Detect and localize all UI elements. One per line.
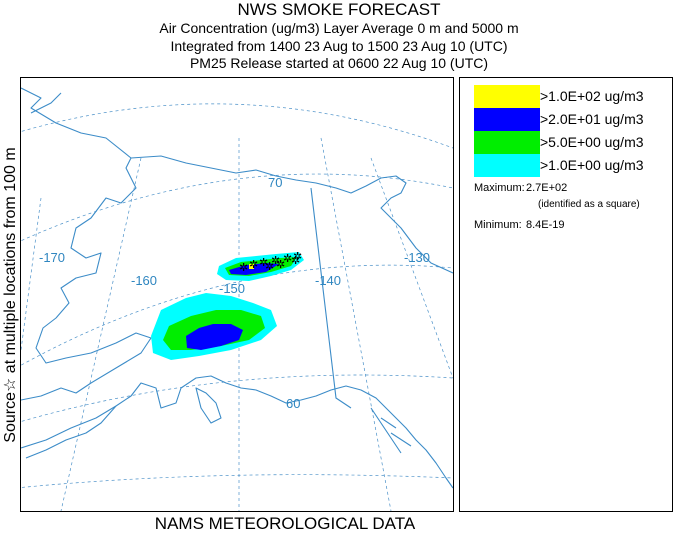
source-marker: ✲ (259, 256, 268, 269)
lon-line-140 (320, 137, 392, 511)
source-marker: ✲ (283, 252, 292, 265)
gulf-coast (21, 375, 453, 489)
source-marker: ✲ (265, 260, 274, 273)
source-marker: ✲ (249, 258, 258, 271)
lon-label-130: -130 (404, 250, 430, 265)
forecast-title: NWS SMOKE FORECAST (237, 0, 441, 19)
legend-label-5: >5.0E+00 ug/m3 (540, 134, 644, 150)
smoke-plume-north (217, 252, 304, 281)
minimum-label: Minimum: (474, 219, 522, 231)
grid-labels: -170 -160 -150 -140 -130 70 60 (39, 175, 430, 411)
lat-label-70: 70 (268, 175, 282, 190)
lon-line-165 (60, 157, 142, 511)
maximum-label: Maximum: (474, 182, 525, 194)
map-canvas: -170 -160 -150 -140 -130 70 60 ✲ ✲ ✲ ✲ (21, 87, 453, 511)
legend-swatch-green (474, 131, 540, 154)
lat-line-65 (21, 264, 453, 366)
legend-label-20: >2.0E+01 ug/m3 (540, 111, 644, 127)
source-markers: ✲ ✲ ✲ ✲ ✲ ✲ ✲ ✲ ✲ (239, 250, 302, 274)
lon-label-160: -160 (131, 273, 157, 288)
lat-label-60: 60 (286, 396, 300, 411)
arctic-coast (130, 155, 453, 274)
legend-label-1: >1.0E+00 ug/m3 (540, 157, 644, 173)
smoke-plume-south (151, 293, 277, 360)
source-marker: ✲ (239, 261, 248, 274)
source-marker: ✲ (271, 254, 280, 267)
maximum-value: 2.7E+02 (526, 182, 568, 194)
legend-swatch-yellow (474, 85, 540, 108)
alaska-west-coast (21, 87, 152, 401)
legend-swatch-cyan (474, 154, 540, 177)
legend-label-100: >1.0E+02 ug/m3 (540, 88, 644, 104)
russia-coast (30, 92, 62, 114)
lon-label-140: -140 (315, 273, 341, 288)
lon-label-150: -150 (219, 281, 245, 296)
alaska-peninsula (25, 405, 117, 459)
source-marker: ✲ (276, 258, 285, 271)
lon-line-175 (21, 197, 42, 353)
legend-swatch-blue (474, 108, 540, 131)
lat-line-70 (21, 173, 453, 242)
maximum-square (249, 264, 254, 269)
maximum-note: (identified as a square) (538, 199, 640, 210)
minimum-value: 8.4E-19 (526, 219, 565, 231)
release-time: PM25 Release started at 0600 22 Aug 10 (… (189, 55, 489, 71)
smoke-map: -170 -160 -150 -140 -130 70 60 ✲ ✲ ✲ ✲ (20, 77, 454, 512)
legend-panel: >1.0E+02 ug/m3 >2.0E+01 ug/m3 >5.0E+00 u… (459, 77, 673, 512)
panhandle-islands (370, 407, 412, 454)
coastlines (21, 87, 453, 489)
source-marker: ✲ (293, 250, 302, 263)
lat-line-60 (21, 374, 453, 422)
source-marker: ✲ (291, 254, 300, 267)
lat-line-55 (21, 474, 453, 488)
meteorological-data-footer: NAMS METEOROLOGICAL DATA (154, 514, 416, 533)
us-canada-border (310, 187, 352, 409)
source-side-label: Source☆ at multiple locations from 100 m (2, 147, 19, 443)
integration-period: Integrated from 1400 23 Aug to 1500 23 A… (170, 38, 508, 54)
lon-label-170: -170 (39, 250, 65, 265)
kodiak-island (195, 387, 222, 424)
lat-line-75 (21, 103, 453, 149)
concentration-subtitle: Air Concentration (ug/m3) Layer Average … (159, 20, 519, 36)
